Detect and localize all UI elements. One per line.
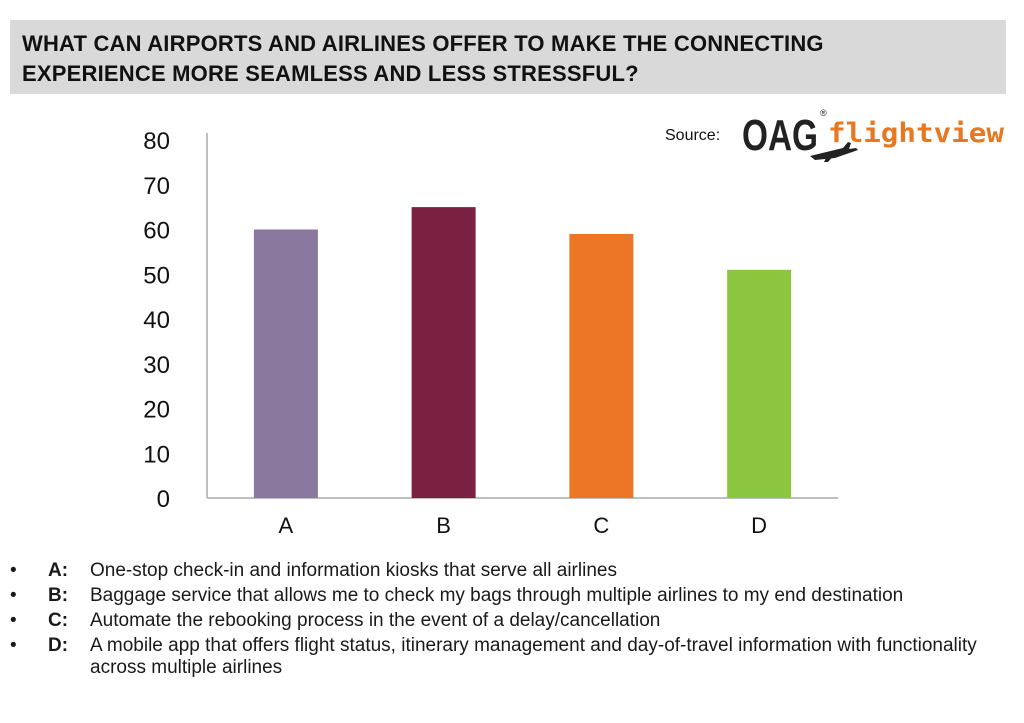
bar-a: [253, 229, 318, 498]
legend-list: • A: One-stop check-in and information kio…: [10, 560, 1010, 682]
logo-flightview-text: flightview: [828, 118, 1005, 149]
bar-b: [411, 207, 476, 498]
chart-title-line-2: EXPERIENCE MORE SEAMLESS AND LESS STRESS…: [22, 61, 639, 86]
svg-text:®: ®: [820, 108, 827, 118]
y-tick-label: 40: [143, 307, 170, 334]
legend-key: D:: [48, 635, 69, 656]
title-band: WHAT CAN AIRPORTS AND AIRLINES OFFER TO …: [10, 20, 1006, 94]
bar-chart: 0 10 20 30 40 50 60 70 80 A B C D: [143, 128, 838, 538]
bullet: •: [10, 635, 17, 656]
legend-item: • B: Baggage service that allows me to che…: [10, 585, 1010, 607]
oag-flightview-logo: OAG ® flightview: [742, 108, 1005, 162]
legend-key: C:: [48, 610, 69, 631]
y-tick-label: 10: [143, 441, 170, 468]
bar-c: [569, 233, 634, 498]
y-tick-label: 80: [143, 128, 170, 155]
x-tick-label: D: [751, 513, 767, 538]
logo-oag-text: OAG: [742, 111, 818, 160]
chart-title-line-1: WHAT CAN AIRPORTS AND AIRLINES OFFER TO …: [22, 31, 824, 56]
x-tick-label: C: [593, 513, 609, 538]
x-tick-label: A: [279, 513, 294, 538]
bullet: •: [10, 610, 17, 631]
legend-item: • A: One-stop check-in and information kio…: [10, 560, 1010, 582]
y-tick-label: 60: [143, 218, 170, 245]
airplane-icon: [810, 142, 858, 162]
y-tick-label: 0: [157, 486, 170, 513]
legend-key: A:: [48, 560, 69, 581]
source-label: Source:: [665, 127, 721, 144]
x-tick-label: B: [436, 513, 451, 538]
y-tick-label: 20: [143, 397, 170, 424]
legend-text: Automate the rebooking process in the ev…: [90, 610, 661, 631]
y-tick-label: 50: [143, 262, 170, 289]
legend-text: A mobile app that offers flight status, …: [90, 635, 977, 678]
legend-item: • C: Automate the rebooking process in the…: [10, 610, 1010, 632]
legend-text: One-stop check-in and information kiosks…: [90, 560, 617, 581]
bar-d: [727, 269, 792, 498]
y-tick-label: 30: [143, 352, 170, 379]
legend-text: Baggage service that allows me to check …: [90, 585, 904, 606]
bullet: •: [10, 585, 17, 606]
y-tick-label: 70: [143, 173, 170, 200]
legend-key: B:: [48, 585, 69, 606]
bullet: •: [10, 560, 17, 581]
legend-item: • D: A mobile app that offers flight statu…: [10, 635, 1010, 679]
